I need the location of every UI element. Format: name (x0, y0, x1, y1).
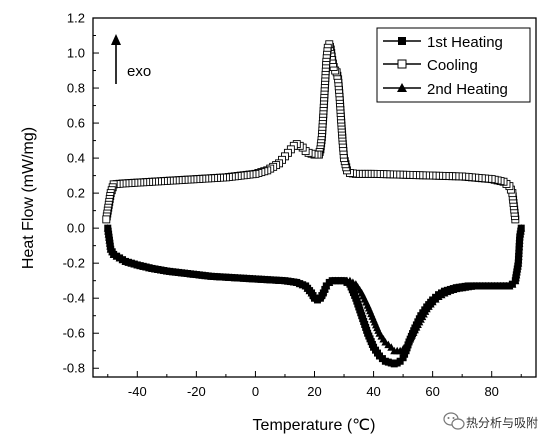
x-tick-label: -40 (128, 384, 147, 399)
series-layer (102, 40, 526, 368)
x-tick-label: 40 (366, 384, 380, 399)
data-point (104, 230, 113, 238)
data-point (105, 236, 114, 244)
y-tick-label: 1.0 (67, 46, 85, 61)
data-point (103, 224, 112, 232)
y-tick-label: 0.2 (67, 186, 85, 201)
y-tick-label: -0.4 (63, 291, 85, 306)
data-point (105, 239, 114, 247)
legend-marker-square-filled (398, 37, 406, 45)
data-point (104, 227, 113, 235)
data-point (396, 357, 404, 365)
x-tick-label: 80 (484, 384, 498, 399)
y-axis-title: Heat Flow (mW/mg) (20, 127, 37, 269)
series-2nd-heating (103, 224, 526, 355)
y-tick-label: -0.6 (63, 326, 85, 341)
y-tick-label: -0.2 (63, 256, 85, 271)
watermark: 热分析与吸附 (443, 412, 538, 430)
y-axis-ticks: -0.8 -0.6 -0.4 -0.2 0.0 0.2 0.4 0.6 0.8 1.0 1.2 (63, 11, 99, 376)
x-axis-ticks: -40 -20 0 20 40 60 80 (107, 371, 522, 399)
exo-annotation: exo (111, 34, 151, 84)
y-tick-label: 0.4 (67, 151, 85, 166)
legend-label-1st-heating: 1st Heating (427, 34, 503, 51)
x-tick-label: 60 (425, 384, 439, 399)
exo-arrow-head (111, 34, 121, 45)
y-tick-label: 0.0 (67, 221, 85, 236)
wechat-icon (443, 412, 465, 430)
legend-item-2nd-heating: 2nd Heating (383, 81, 508, 98)
legend-label-2nd-heating: 2nd Heating (427, 81, 508, 98)
data-point (106, 242, 115, 250)
y-tick-label: 1.2 (67, 11, 85, 26)
data-point (517, 224, 526, 232)
y-tick-label: 0.6 (67, 116, 85, 131)
watermark-text: 热分析与吸附 (466, 416, 538, 430)
exo-label: exo (127, 63, 151, 80)
legend-label-cooling: Cooling (427, 57, 478, 74)
y-tick-label: -0.8 (63, 361, 85, 376)
data-point (399, 354, 407, 362)
legend-marker-triangle-filled (397, 83, 407, 92)
y-tick-label: 0.8 (67, 81, 85, 96)
data-point (102, 215, 111, 224)
legend: 1st Heating Cooling 2nd Heating (376, 27, 531, 103)
x-tick-label: -20 (187, 384, 206, 399)
legend-marker-square-open (397, 59, 407, 69)
data-point (105, 233, 114, 241)
series-cooling (102, 40, 520, 224)
x-tick-label: 20 (307, 384, 321, 399)
x-axis-title: Temperature (℃) (253, 417, 376, 434)
x-tick-label: 0 (252, 384, 259, 399)
data-point (401, 350, 409, 358)
legend-item-cooling: Cooling (383, 57, 478, 74)
legend-item-1st-heating: 1st Heating (383, 34, 503, 51)
